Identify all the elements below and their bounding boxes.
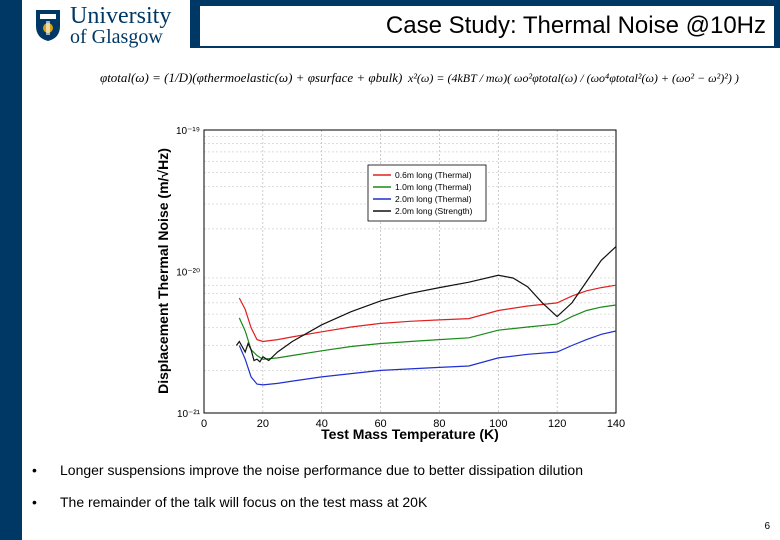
- bullet-marker-1: •: [32, 462, 37, 478]
- formula-displacement: x²(ω) = (4kBT / mω)( ωo²φtotal(ω) / (ωo⁴…: [408, 71, 739, 85]
- bullet-text-2: The remainder of the talk will focus on …: [60, 494, 428, 510]
- x-tick-label: 60: [374, 418, 386, 430]
- x-tick-label: 80: [433, 418, 445, 430]
- series-line-4: [235, 246, 617, 363]
- y-tick-label: 10⁻²⁰: [176, 268, 200, 279]
- x-axis-label: Test Mass Temperature (K): [321, 426, 499, 442]
- bullet-text-1: Longer suspensions improve the noise per…: [60, 462, 583, 478]
- x-tick-label: 0: [201, 418, 207, 430]
- series-line-3: [238, 330, 617, 386]
- y-axis-label: Displacement Thermal Noise (m/√Hz): [155, 148, 171, 394]
- formula-phi-total: φtotal(ω) = (1/D)(φthermoelastic(ω) + φs…: [100, 70, 403, 85]
- series-line-2: [238, 304, 617, 360]
- left-brand-bar: [0, 0, 22, 540]
- x-tick-label: 100: [489, 418, 507, 430]
- x-tick-labels: 0 20 40 60 80 100 120 140: [201, 418, 625, 430]
- thermal-noise-chart: 0 20 40 60 80 100 120 140 10⁻²¹ 10⁻²⁰ 10⁻¹⁹ Test …: [155, 126, 625, 442]
- series-line-1: [238, 284, 617, 343]
- logo-text-glasgow: of Glasgow: [70, 26, 163, 48]
- slide-title: Case Study: Thermal Noise @10Hz: [385, 12, 766, 39]
- plot-frame: [203, 129, 617, 414]
- y-tick-label: 10⁻²¹: [177, 409, 201, 420]
- y-tick-labels: 10⁻²¹ 10⁻²⁰ 10⁻¹⁹: [176, 126, 201, 420]
- x-tick-label: 140: [607, 418, 625, 430]
- x-tick-label: 20: [257, 418, 269, 430]
- y-tick-label: 10⁻¹⁹: [176, 126, 200, 137]
- x-tick-label: 120: [548, 418, 566, 430]
- title-panel: Case Study: Thermal Noise @10Hz: [200, 6, 774, 46]
- bullet-marker-2: •: [32, 494, 37, 510]
- chart-series: [235, 246, 617, 386]
- legend-label-1: 0.6m long (Thermal): [395, 170, 472, 180]
- page-number: 6: [764, 521, 770, 532]
- legend-label-3: 2.0m long (Thermal): [395, 194, 472, 204]
- logo-text-university: University: [70, 3, 172, 29]
- legend-label-4: 2.0m long (Strength): [395, 206, 473, 216]
- university-crest-icon: [36, 10, 60, 41]
- x-tick-label: 40: [316, 418, 328, 430]
- legend-label-2: 1.0m long (Thermal): [395, 182, 472, 192]
- chart-legend: 0.6m long (Thermal) 1.0m long (Thermal) 2.…: [367, 164, 487, 222]
